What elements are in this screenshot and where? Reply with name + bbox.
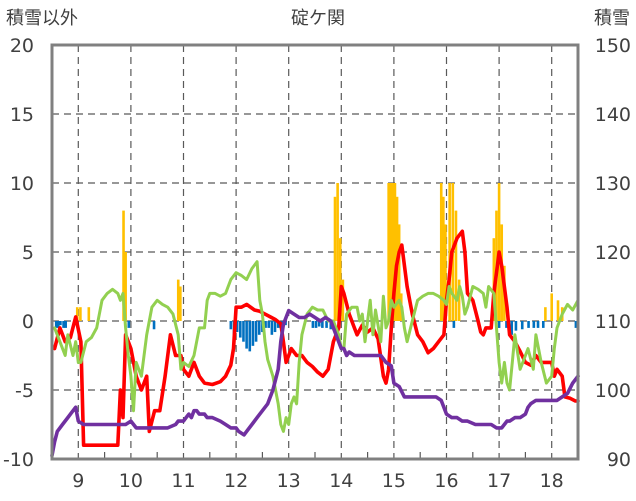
- left-tick-label: -5: [15, 380, 34, 402]
- left-tick-label: 0: [22, 311, 34, 333]
- right-tick-label: 100: [595, 380, 631, 402]
- negative-bar: [229, 321, 233, 330]
- precip-bar: [550, 293, 553, 321]
- left-tick-label: 20: [10, 35, 34, 57]
- precip-bar: [387, 183, 390, 321]
- negative-bar: [273, 321, 277, 333]
- negative-bar: [251, 321, 255, 346]
- left-tick-label: 5: [22, 242, 34, 264]
- precip-bar: [439, 183, 443, 321]
- x-tick-label: 15: [382, 470, 406, 492]
- negative-bar: [317, 321, 321, 327]
- negative-bar: [257, 321, 261, 335]
- negative-bar: [54, 321, 58, 328]
- purple-series-line: [50, 308, 580, 458]
- negative-bar: [541, 321, 545, 328]
- negative-bar: [270, 321, 274, 335]
- precip-bar: [444, 224, 447, 321]
- negative-bar: [248, 321, 252, 352]
- precip-bar: [124, 252, 127, 321]
- negative-bar: [510, 321, 514, 335]
- negative-bar: [267, 321, 271, 328]
- negative-bar: [311, 321, 315, 328]
- precip-bar: [448, 183, 451, 321]
- negative-bar: [57, 321, 60, 328]
- negative-bar: [239, 321, 242, 338]
- precip-bar: [333, 196, 337, 321]
- negative-bar: [514, 321, 518, 331]
- x-tick-label: 17: [487, 470, 511, 492]
- negative-bar: [536, 321, 540, 328]
- precip-bar: [442, 196, 445, 321]
- precip-bar: [75, 307, 79, 321]
- chart-title: 碇ケ関: [291, 8, 345, 29]
- x-tick-label: 9: [72, 470, 84, 492]
- negative-bar: [235, 321, 239, 333]
- right-tick-label: 90: [607, 449, 631, 471]
- x-tick-label: 12: [224, 470, 248, 492]
- precip-bar: [397, 224, 401, 321]
- negative-bar: [520, 321, 524, 330]
- left-tick-label: 10: [10, 173, 34, 195]
- precip-bar: [122, 210, 125, 321]
- negative-bar: [314, 321, 318, 328]
- red-series-line: [52, 229, 580, 448]
- negative-bar: [64, 321, 67, 328]
- right-tick-label: 140: [595, 104, 631, 126]
- precip-bar: [454, 210, 458, 321]
- negative-bar: [452, 321, 456, 328]
- axis-labels: 20 15 10 5 0 -5 -10 150 140 130 120 110 100 90 9 10 11 12…: [3, 35, 631, 492]
- negative-bar: [264, 321, 267, 328]
- precip-bar: [87, 307, 91, 321]
- x-tick-label: 18: [540, 470, 564, 492]
- negative-bar: [245, 321, 248, 349]
- precip-bar: [393, 183, 397, 321]
- x-tick-label: 16: [434, 470, 458, 492]
- precip-bar: [338, 238, 342, 321]
- precip-bar: [544, 307, 547, 321]
- precip-bar: [336, 183, 339, 321]
- precip-bar: [389, 183, 393, 321]
- right-tick-label: 130: [595, 173, 631, 195]
- negative-bar: [574, 321, 578, 328]
- negative-bar: [127, 321, 131, 328]
- precip-bar: [556, 300, 560, 321]
- negative-bar: [325, 321, 328, 328]
- negative-bar: [321, 321, 324, 328]
- negative-bar: [532, 321, 536, 328]
- right-tick-label: 150: [595, 35, 631, 57]
- negative-bar: [276, 321, 280, 328]
- precip-bar: [79, 307, 82, 321]
- x-tick-label: 10: [119, 470, 143, 492]
- precip-bar: [391, 183, 395, 321]
- negative-bar: [527, 321, 530, 328]
- right-axis-label: 積雪: [594, 8, 630, 29]
- negative-bar: [152, 321, 156, 330]
- precip-bar: [176, 279, 180, 321]
- left-tick-label: -10: [3, 449, 34, 471]
- x-tick-label: 14: [329, 470, 353, 492]
- precip-bar: [341, 279, 345, 321]
- right-tick-label: 120: [595, 242, 631, 264]
- negative-bar: [497, 321, 501, 328]
- negative-bar: [59, 321, 62, 326]
- x-tick-label: 11: [171, 470, 195, 492]
- lines-layer: [50, 229, 580, 458]
- left-tick-label: 15: [10, 104, 34, 126]
- negative-bar: [505, 321, 508, 328]
- precip-bar: [179, 286, 182, 321]
- plot-frame: [50, 43, 580, 461]
- right-tick-label: 110: [595, 311, 631, 333]
- negative-bar: [62, 321, 65, 328]
- negative-bar: [254, 321, 258, 342]
- x-tick-label: 13: [277, 470, 301, 492]
- left-axis-label: 積雪以外: [6, 8, 78, 29]
- precip-bar: [457, 279, 461, 321]
- negative-bar: [242, 321, 245, 342]
